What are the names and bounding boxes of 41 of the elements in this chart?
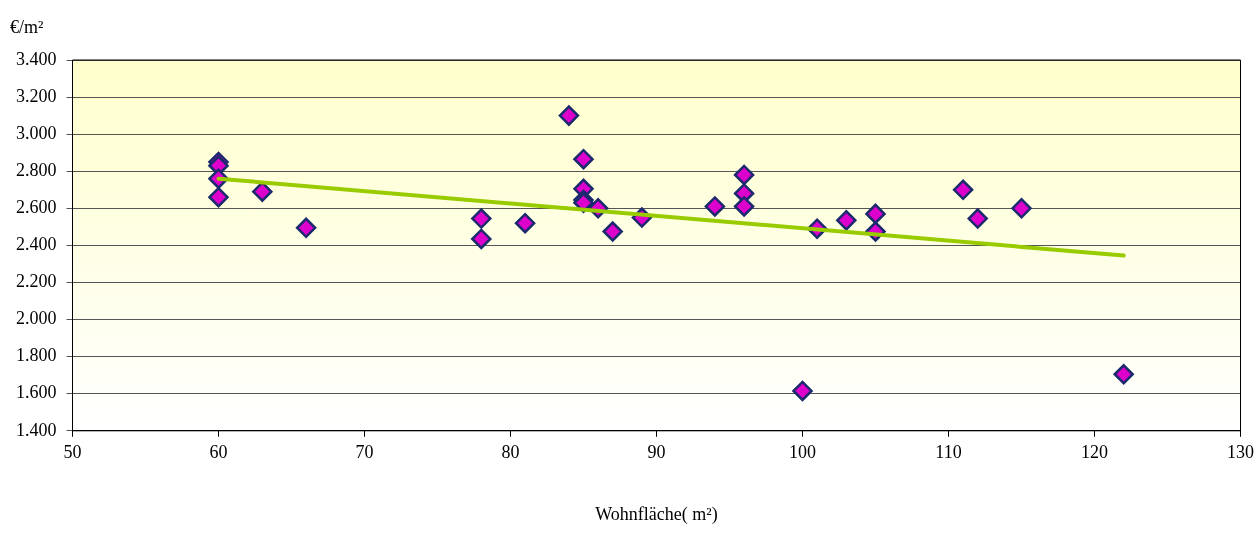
y-tick-label: 2.600 [16, 197, 57, 218]
point [1011, 198, 1032, 219]
point [295, 217, 317, 239]
point [1113, 364, 1134, 385]
point [471, 208, 492, 229]
point [208, 186, 229, 208]
x-tick-label: 90 [647, 442, 666, 463]
point [471, 228, 492, 250]
point [733, 196, 755, 217]
y-tick-label: 1.800 [16, 345, 57, 366]
y-tick-label: 3.400 [16, 48, 57, 69]
point [252, 181, 273, 202]
x-tick-label: 50 [63, 442, 82, 463]
point [704, 196, 726, 217]
point [792, 380, 813, 402]
point [573, 148, 594, 170]
x-axis-title: Wohnfläche( m²) [595, 503, 718, 525]
y-tick-label: 2.000 [16, 308, 57, 329]
y-tick-label: 1.600 [16, 382, 57, 403]
point [602, 221, 623, 242]
y-tick-label: 3.200 [16, 85, 57, 106]
x-tick-label: 130 [1227, 442, 1254, 463]
x-tick-label: 80 [501, 442, 520, 463]
y-tick-label: 3.000 [16, 122, 57, 143]
y-tick-label: 2.200 [16, 271, 57, 292]
y-axis-title: €/m² [10, 16, 44, 37]
x-tick-label: 110 [935, 442, 962, 463]
x-tick-label: 120 [1081, 442, 1108, 463]
point [514, 212, 536, 234]
point [558, 105, 580, 126]
point [865, 203, 886, 225]
x-tick-label: 100 [789, 442, 816, 463]
point [836, 210, 857, 231]
y-tick-label: 2.400 [16, 234, 57, 255]
x-tick-label: 60 [209, 442, 228, 463]
x-tick-label: 70 [355, 442, 374, 463]
point [733, 164, 755, 186]
point [967, 208, 988, 229]
y-tick-label: 1.400 [16, 419, 57, 440]
point [952, 179, 974, 201]
y-tick-label: 2.800 [16, 159, 57, 180]
